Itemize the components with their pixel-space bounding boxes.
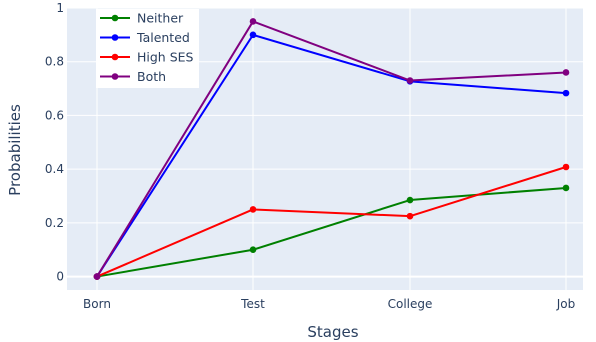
y-axis-ticks: 0 0.2 0.4 0.6 0.8 1 — [45, 1, 64, 284]
legend-label-neither: Neither — [137, 11, 184, 26]
legend: Neither Talented High SES Both — [96, 9, 199, 88]
x-tick-label: Born — [83, 297, 111, 311]
data-point-neither — [562, 184, 570, 192]
y-tick-label: 0.6 — [45, 108, 64, 122]
series-lines — [96, 20, 567, 278]
legend-marker-both — [111, 73, 119, 80]
x-tick-label: Job — [556, 297, 576, 311]
data-point-high-ses — [562, 163, 570, 171]
x-tick-label: College — [388, 297, 433, 311]
data-point-neither — [406, 196, 414, 204]
series-line-high-ses — [96, 166, 567, 278]
series-line-both — [96, 20, 567, 278]
legend-label-both: Both — [137, 69, 166, 84]
data-point-both — [562, 69, 570, 76]
x-tick-label: Test — [240, 297, 265, 311]
data-point-both — [249, 18, 257, 25]
y-tick-label: 0.2 — [45, 216, 64, 230]
series-line-talented — [96, 33, 567, 278]
y-tick-label: 1 — [56, 1, 64, 15]
data-point-both — [406, 77, 414, 84]
x-axis-ticks: Born Test College Job — [83, 297, 575, 311]
legend-label-high-ses: High SES — [137, 50, 194, 65]
data-point-both — [93, 273, 101, 280]
series-line-neither — [96, 186, 567, 278]
y-tick-label: 0.4 — [45, 162, 64, 176]
y-tick-label: 0 — [56, 270, 64, 284]
series-markers — [93, 18, 570, 280]
data-point-high-ses — [249, 206, 257, 213]
x-axis-title: Stages — [307, 323, 358, 341]
y-axis-title: Probabilities — [6, 104, 24, 196]
y-tick-label: 0.8 — [45, 55, 64, 69]
legend-label-talented: Talented — [136, 30, 190, 45]
data-point-talented — [249, 31, 257, 39]
legend-marker-neither — [111, 14, 119, 22]
data-point-high-ses — [406, 212, 414, 220]
gridlines — [67, 7, 583, 290]
legend-marker-talented — [111, 34, 119, 41]
data-point-neither — [249, 246, 257, 254]
legend-marker-high-ses — [111, 53, 119, 61]
data-point-talented — [562, 89, 570, 97]
